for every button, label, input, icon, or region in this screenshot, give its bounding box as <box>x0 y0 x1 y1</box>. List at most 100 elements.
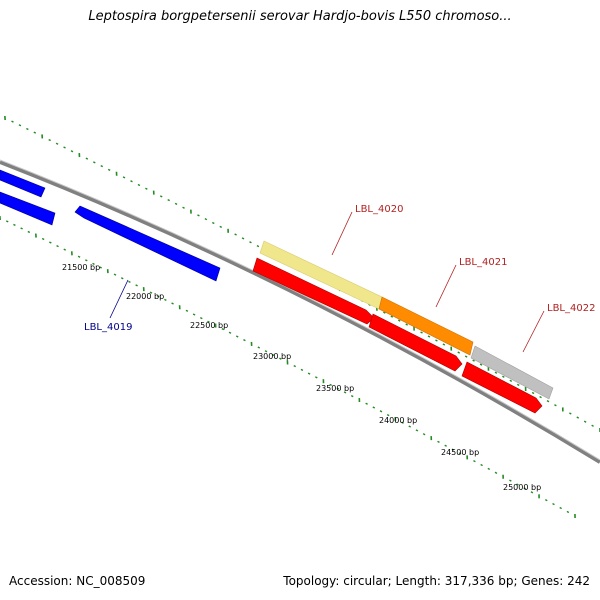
outer-tick-ring <box>4 115 600 433</box>
backbone-line <box>0 160 600 464</box>
major-tick <box>41 134 44 139</box>
minor-tick <box>5 220 9 223</box>
minor-tick <box>379 410 383 413</box>
minor-tick <box>171 302 174 305</box>
minor-tick <box>509 479 512 482</box>
accession-text: Accession: NC_008509 <box>9 574 146 588</box>
minor-tick <box>249 241 252 244</box>
scale-label-22500: 22500 bp <box>190 321 228 330</box>
minor-tick <box>63 248 67 251</box>
minor-tick <box>314 376 318 379</box>
minor-tick <box>256 244 260 248</box>
scale-label-23500: 23500 bp <box>316 384 354 393</box>
major-tick <box>178 305 181 310</box>
minor-tick <box>207 320 210 323</box>
gene-red-LBL_4022[interactable] <box>461 361 543 414</box>
gene-blue-top-left[interactable] <box>0 169 46 198</box>
minor-tick <box>264 350 268 353</box>
minor-tick <box>397 319 401 322</box>
minor-tick <box>145 187 148 190</box>
minor-tick <box>199 316 203 320</box>
scale-label-23000: 23000 bp <box>253 352 291 361</box>
major-tick <box>466 455 469 460</box>
minor-tick <box>41 237 45 241</box>
minor-tick <box>420 331 423 334</box>
minor-tick <box>451 448 455 451</box>
summary-text: Topology: circular; Length: 317,336 bp; … <box>283 574 590 588</box>
minor-tick <box>13 223 16 227</box>
gene-label-LBL_4019[interactable]: LBL_4019 <box>84 322 132 333</box>
gene-blue-mid-left[interactable] <box>0 191 56 226</box>
minor-tick <box>531 391 535 395</box>
gene-label-LBL_4020[interactable]: LBL_4020 <box>355 204 403 215</box>
gene-red-LBL_4021[interactable] <box>368 313 463 372</box>
major-tick <box>106 269 109 274</box>
major-tick <box>502 474 504 479</box>
minor-tick <box>26 127 29 131</box>
minor-tick <box>137 183 141 187</box>
major-tick <box>487 366 490 371</box>
minor-tick <box>336 387 340 390</box>
minor-tick <box>494 471 498 474</box>
minor-tick <box>386 413 390 417</box>
major-tick <box>227 228 230 233</box>
major-tick <box>538 494 540 499</box>
major-tick <box>250 341 253 346</box>
minor-tick <box>480 463 483 467</box>
major-tick <box>524 387 527 392</box>
minor-tick <box>122 176 126 179</box>
minor-tick <box>516 383 520 387</box>
major-tick <box>413 326 415 331</box>
gene-blue-LBL_4019[interactable] <box>74 205 221 282</box>
minor-tick <box>487 467 491 471</box>
minor-tick <box>70 150 74 153</box>
minor-tick <box>63 146 66 149</box>
gene-label-LBL_4022[interactable]: LBL_4022 <box>547 303 595 314</box>
feature-LBL_4022[interactable] <box>470 345 554 400</box>
major-tick <box>214 323 217 328</box>
gene-label-LBL_4021[interactable]: LBL_4021 <box>459 257 507 268</box>
major-tick <box>561 407 564 412</box>
minor-tick <box>18 124 22 127</box>
minor-tick <box>405 323 408 326</box>
scale-label-24000: 24000 bp <box>379 416 417 425</box>
scale-label-22000: 22000 bp <box>126 292 164 301</box>
feature-LBL_4021[interactable] <box>378 296 474 356</box>
minor-tick <box>343 391 347 394</box>
minor-tick <box>197 214 200 217</box>
map-title: Leptospira borgpetersenii serovar Hardjo… <box>88 9 512 24</box>
minor-tick <box>241 237 245 240</box>
major-tick <box>142 287 145 292</box>
major-tick <box>358 398 361 403</box>
scale-label-25000: 25000 bp <box>503 483 541 492</box>
minor-tick <box>48 138 51 142</box>
leader-LBL_4022 <box>522 310 545 353</box>
minor-tick <box>135 284 138 287</box>
major-tick <box>70 251 73 256</box>
minor-tick <box>516 483 519 486</box>
minor-tick <box>156 295 160 298</box>
minor-tick <box>444 444 447 447</box>
minor-tick <box>502 375 505 378</box>
minor-tick <box>576 416 580 419</box>
minor-tick <box>437 440 440 444</box>
minor-tick <box>221 327 225 331</box>
major-tick <box>190 209 192 214</box>
minor-tick <box>559 506 562 510</box>
minor-tick <box>300 368 304 372</box>
minor-tick <box>390 315 394 318</box>
major-tick <box>574 513 576 519</box>
minor-tick <box>20 227 23 230</box>
minor-tick <box>591 424 594 427</box>
minor-tick <box>365 402 368 405</box>
minor-tick <box>211 221 215 225</box>
minor-tick <box>49 241 52 244</box>
leader-LBL_4020 <box>331 211 353 256</box>
minor-tick <box>243 339 246 342</box>
minor-tick <box>228 331 232 334</box>
gene-red-LBL_4020[interactable] <box>252 257 375 325</box>
minor-tick <box>383 311 386 314</box>
minor-tick <box>422 433 426 436</box>
scale-label-24500: 24500 bp <box>441 448 479 457</box>
major-tick <box>115 171 118 176</box>
